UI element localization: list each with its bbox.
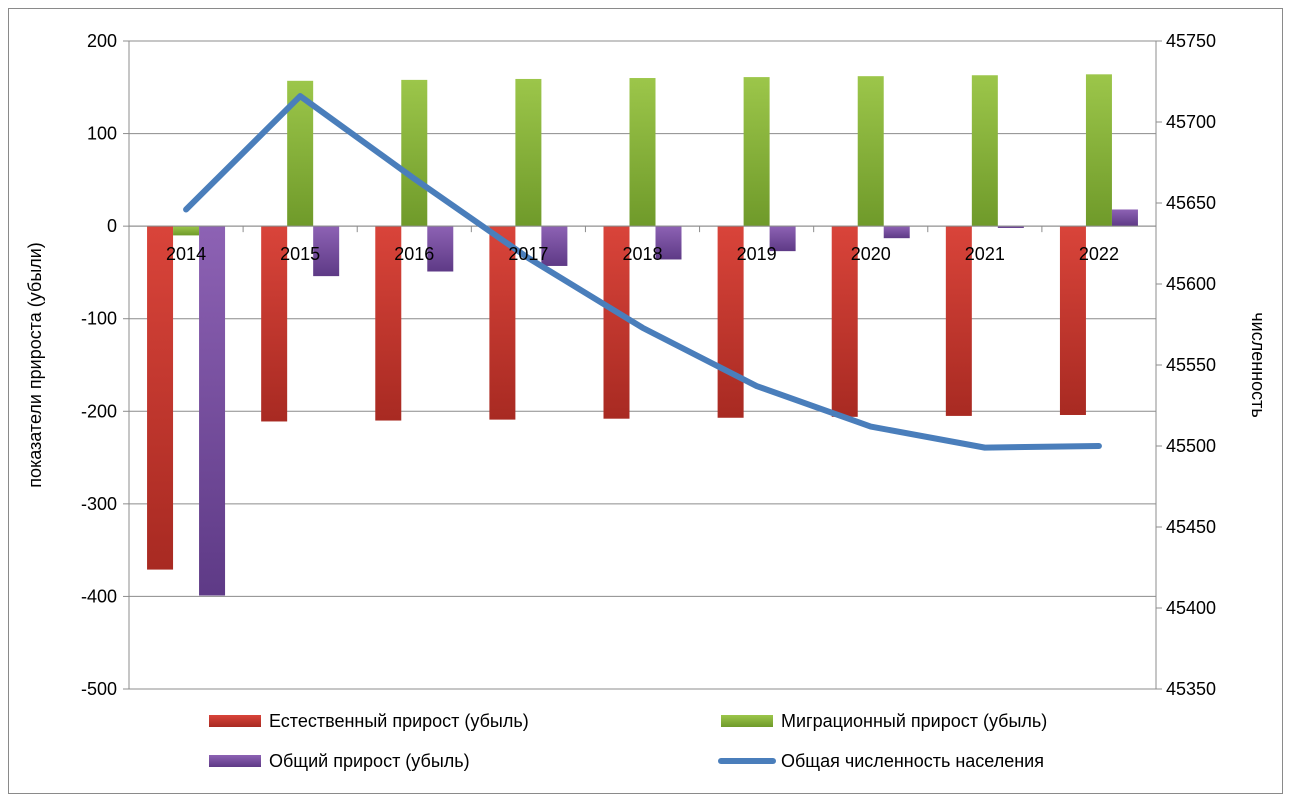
y2-tick-label: 45450: [1166, 517, 1216, 537]
x-tick-label: 2021: [965, 244, 1005, 264]
bar-1: [603, 226, 630, 419]
population-point: [756, 385, 758, 387]
population-point: [1098, 445, 1100, 447]
y2-tick-label: 45650: [1166, 193, 1216, 213]
bar-3: [427, 226, 454, 272]
y-tick-label: 0: [107, 216, 117, 236]
bar-1: [261, 226, 288, 422]
population-point: [185, 208, 187, 210]
bar-3: [199, 226, 226, 596]
population-point: [870, 426, 872, 428]
y-tick-label: -100: [81, 309, 117, 329]
bar-1: [1059, 226, 1086, 415]
legend-label: Естественный прирост (убыль): [269, 711, 529, 731]
bar-2: [743, 77, 770, 227]
bar-1: [945, 226, 972, 416]
y2-tick-label: 45700: [1166, 112, 1216, 132]
bar-3: [997, 226, 1024, 228]
bar-2: [971, 75, 998, 227]
y2-tick-label: 45550: [1166, 355, 1216, 375]
x-tick-label: 2022: [1079, 244, 1119, 264]
bar-1: [489, 226, 516, 420]
legend-label: Миграционный прирост (убыль): [781, 711, 1047, 731]
x-tick-label: 2017: [508, 244, 548, 264]
y-tick-label: -400: [81, 586, 117, 606]
bar-3: [769, 226, 796, 252]
y-axis-title: показатели прироста (убыли): [25, 242, 45, 488]
x-tick-label: 2018: [622, 244, 662, 264]
y-tick-label: 200: [87, 31, 117, 51]
y2-tick-label: 45600: [1166, 274, 1216, 294]
bar-2: [1085, 74, 1112, 227]
bar-2: [515, 78, 542, 227]
y-tick-label: -200: [81, 401, 117, 421]
y2-tick-label: 45500: [1166, 436, 1216, 456]
population-point: [984, 447, 986, 449]
legend-swatch: [209, 715, 261, 727]
x-tick-label: 2016: [394, 244, 434, 264]
legend-swatch: [209, 755, 261, 767]
bar-2: [173, 226, 200, 236]
legend-swatch: [721, 715, 773, 727]
bar-1: [831, 226, 858, 417]
population-point: [413, 178, 415, 180]
y2-tick-label: 45350: [1166, 679, 1216, 699]
bar-2: [629, 78, 656, 227]
legend-label: Общая численность населения: [781, 751, 1044, 771]
y2-tick-label: 45400: [1166, 598, 1216, 618]
bar-2: [857, 76, 884, 227]
bar-3: [541, 226, 568, 266]
y2-tick-label: 45750: [1166, 31, 1216, 51]
x-tick-label: 2020: [851, 244, 891, 264]
bar-3: [655, 226, 682, 260]
x-tick-label: 2015: [280, 244, 320, 264]
chart-svg: 200 100 0 -100 -200 -300 -400 -500 45750 45700 456…: [25, 31, 1268, 771]
legend-label: Общий прирост (убыль): [269, 751, 470, 771]
x-tick-label: 2019: [737, 244, 777, 264]
population-point: [642, 327, 643, 329]
bar-3: [313, 226, 340, 277]
x-tick-label: 2014: [166, 244, 206, 264]
bar-3: [883, 226, 910, 239]
bar-1: [375, 226, 402, 421]
bar-1: [147, 226, 174, 570]
bar-2: [401, 79, 428, 227]
population-point: [299, 95, 301, 97]
y-tick-label: -300: [81, 494, 117, 514]
y2-axis-title: численность: [1248, 312, 1268, 417]
chart-frame: 200 100 0 -100 -200 -300 -400 -500 45750 45700 456…: [8, 8, 1283, 794]
bar-3: [1111, 209, 1138, 227]
population-point: [527, 257, 529, 259]
y-tick-label: 100: [87, 124, 117, 144]
y-tick-label: -500: [81, 679, 117, 699]
bar-1: [717, 226, 744, 418]
